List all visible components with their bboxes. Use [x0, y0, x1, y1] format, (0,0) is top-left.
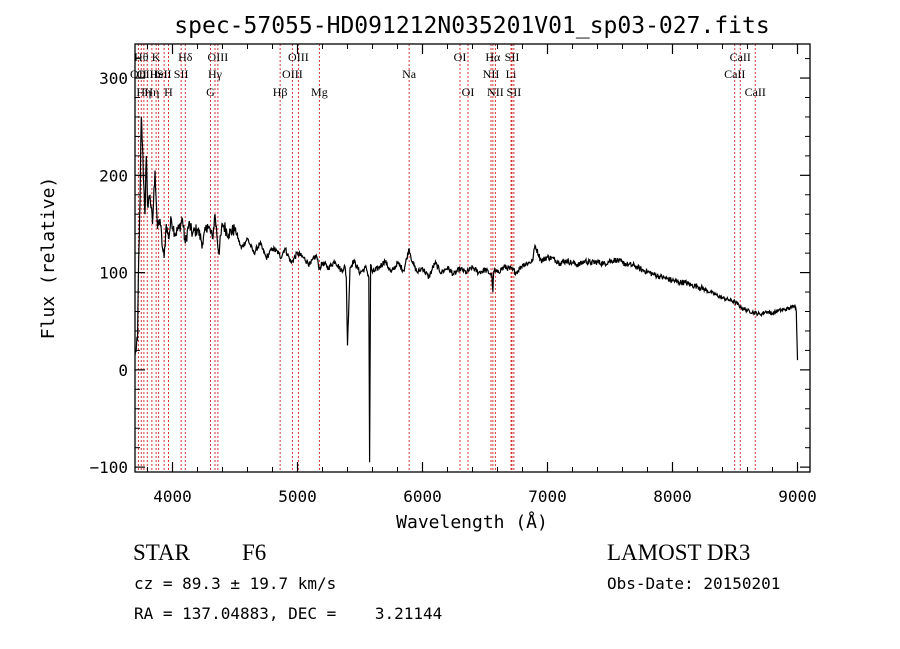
flux-curve	[134, 116, 799, 463]
line-label-29: CaII	[745, 85, 766, 99]
x-tick-label-4: 8000	[653, 487, 692, 506]
line-label-14: Hβ	[273, 85, 288, 99]
line-label-20: OI	[462, 85, 475, 99]
line-label-17: Mg	[311, 85, 328, 99]
line-label-16: OIII	[288, 50, 309, 64]
coordinates-readout: RA = 137.04883, DEC = 3.21144	[134, 604, 442, 623]
x-tick-label-1: 5000	[278, 487, 317, 506]
line-label-3: OIII	[137, 67, 158, 81]
line-label-23: NII	[487, 85, 504, 99]
line-label-22: Hα	[485, 50, 501, 64]
y-tick-label-4: 300	[99, 69, 128, 88]
object-class: STAR	[133, 540, 191, 565]
x-tick-label-3: 7000	[528, 487, 567, 506]
line-label-26: SII	[507, 85, 522, 99]
y-tick-label-3: 200	[99, 166, 128, 185]
chart-title: spec-57055-HD091212N035201V01_sp03-027.f…	[174, 13, 769, 39]
line-label-5: K	[152, 50, 161, 64]
line-label-7: SII	[157, 67, 172, 81]
axis-ticks: 4000 5000 6000 7000 8000 9000 −100 0 100 200 300	[89, 44, 817, 506]
line-label-25: SII	[505, 50, 520, 64]
velocity-readout: cz = 89.3 ± 19.7 km/s	[134, 574, 336, 593]
line-label-12: Hγ	[208, 67, 223, 81]
line-label-28: CaII	[730, 50, 751, 64]
line-label-21: NII	[483, 67, 500, 81]
spectral-line-labels: OIIHθHηOIIIHηKHeISIIHSIIHδGHγOIIIHβOIIIO…	[130, 50, 766, 99]
line-label-18: Na	[402, 67, 417, 81]
line-label-2: Hη	[136, 85, 151, 99]
line-label-9: SII	[174, 67, 189, 81]
line-label-0: OII	[130, 67, 147, 81]
x-axis-label: Wavelength (Å)	[396, 511, 548, 533]
plot-frame	[134, 43, 811, 473]
x-tick-label-2: 6000	[403, 487, 442, 506]
line-label-15: OIII	[282, 67, 303, 81]
y-tick-label-1: 0	[118, 361, 128, 380]
line-label-8: H	[164, 85, 173, 99]
line-label-6: HeI	[150, 67, 168, 81]
x-tick-label-0: 4000	[153, 487, 192, 506]
line-label-10: Hδ	[178, 50, 193, 64]
line-label-27: CaII	[724, 67, 745, 81]
y-tick-label-0: −100	[89, 458, 128, 477]
y-tick-label-2: 100	[99, 264, 128, 283]
line-label-1: Hθ	[134, 50, 149, 64]
y-axis-label: Flux (relative)	[38, 177, 59, 340]
line-label-4: Hη	[144, 85, 159, 99]
spectral-line-markers	[137, 44, 756, 472]
survey-name: LAMOST DR3	[607, 540, 750, 565]
spectral-subclass: F6	[242, 540, 266, 565]
line-label-24: Li	[506, 67, 517, 81]
line-label-11: G	[206, 85, 215, 99]
obs-date: Obs-Date: 20150201	[607, 574, 780, 593]
line-label-19: OI	[454, 50, 467, 64]
line-label-13: OIII	[208, 50, 229, 64]
x-tick-label-5: 9000	[778, 487, 817, 506]
